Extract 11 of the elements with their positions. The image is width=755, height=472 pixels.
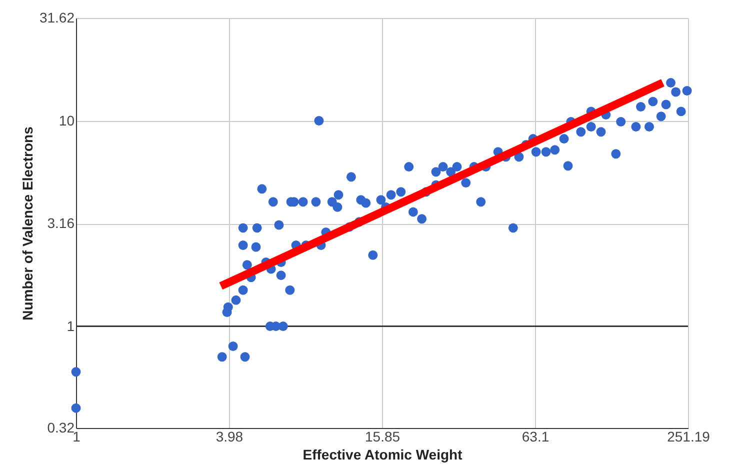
y-tick-label: 0.32 bbox=[47, 420, 75, 436]
y-tick-label: 10 bbox=[58, 112, 75, 128]
x-tick-label: 15.85 bbox=[364, 428, 400, 444]
y-tick-label: 3.16 bbox=[47, 215, 75, 232]
x-axis-title: Effective Atomic Weight bbox=[302, 446, 463, 462]
x-tick-label: 63.1 bbox=[522, 428, 550, 444]
y-tick-label: 31.62 bbox=[39, 10, 75, 26]
y-tick-label: 1 bbox=[66, 318, 75, 334]
x-tick-label: 3.98 bbox=[216, 428, 244, 444]
y-axis-title: Number of Valence Electrons bbox=[19, 126, 36, 320]
x-tick-label: 251.19 bbox=[667, 428, 710, 444]
